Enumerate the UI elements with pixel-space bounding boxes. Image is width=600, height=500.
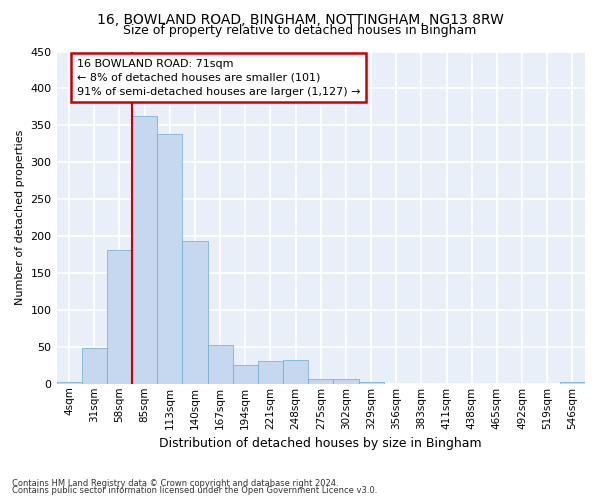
Bar — [208, 346, 233, 384]
Bar — [157, 134, 182, 384]
Y-axis label: Number of detached properties: Number of detached properties — [15, 130, 25, 306]
Bar — [560, 382, 585, 384]
Bar — [334, 380, 359, 384]
Bar — [107, 250, 132, 384]
Bar — [233, 364, 258, 384]
Bar — [182, 242, 208, 384]
Text: Contains public sector information licensed under the Open Government Licence v3: Contains public sector information licen… — [12, 486, 377, 495]
Text: 16 BOWLAND ROAD: 71sqm
← 8% of detached houses are smaller (101)
91% of semi-det: 16 BOWLAND ROAD: 71sqm ← 8% of detached … — [77, 59, 360, 97]
X-axis label: Distribution of detached houses by size in Bingham: Distribution of detached houses by size … — [160, 437, 482, 450]
Bar — [56, 382, 82, 384]
Text: Contains HM Land Registry data © Crown copyright and database right 2024.: Contains HM Land Registry data © Crown c… — [12, 478, 338, 488]
Bar — [283, 360, 308, 384]
Text: 16, BOWLAND ROAD, BINGHAM, NOTTINGHAM, NG13 8RW: 16, BOWLAND ROAD, BINGHAM, NOTTINGHAM, N… — [97, 12, 503, 26]
Bar — [308, 380, 334, 384]
Bar — [258, 361, 283, 384]
Bar — [132, 116, 157, 384]
Bar — [82, 348, 107, 384]
Bar — [359, 382, 383, 384]
Text: Size of property relative to detached houses in Bingham: Size of property relative to detached ho… — [124, 24, 476, 37]
